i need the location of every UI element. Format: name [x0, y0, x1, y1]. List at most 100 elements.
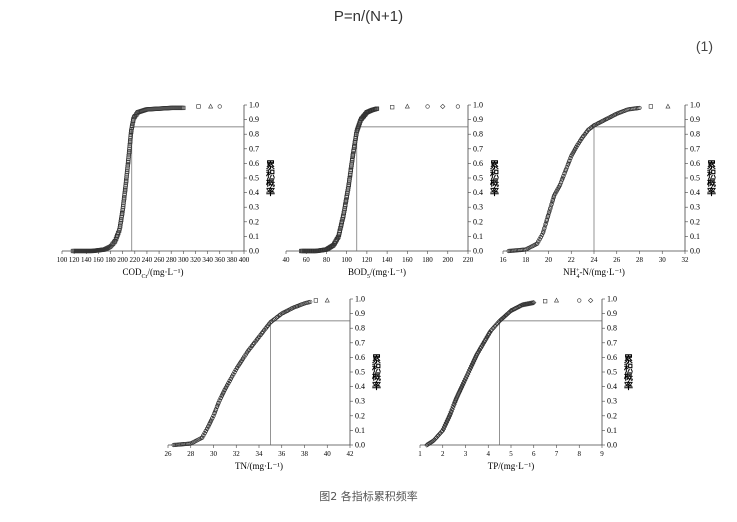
x-tick: 4: [487, 445, 491, 458]
data-point: [227, 378, 232, 383]
y-tick-label: 0.5: [690, 174, 700, 183]
data-point: [120, 208, 125, 213]
data-point: [355, 127, 360, 132]
data-point: [289, 306, 294, 311]
x-tick-label: 40: [324, 450, 332, 458]
data-point: [342, 204, 348, 209]
data-point: [210, 415, 215, 421]
data-point: [230, 374, 235, 379]
x-tick: 34: [256, 445, 263, 458]
data-point: [346, 184, 351, 189]
y-tick: 0.5: [685, 174, 700, 183]
data-point: [560, 175, 565, 181]
data-point: [548, 204, 554, 209]
y-tick: 0.5: [468, 174, 483, 183]
y-tick: 0.4: [685, 188, 700, 197]
data-point: [219, 393, 224, 399]
x-tick: 40: [283, 251, 290, 264]
data-point: [124, 175, 129, 181]
x-tick-label: 4: [487, 450, 491, 458]
data-point: [231, 372, 236, 377]
data-point: [543, 221, 548, 227]
outlier-point: [543, 299, 548, 304]
x-tick: 220: [463, 251, 474, 264]
data-point: [221, 389, 226, 394]
data-point: [128, 129, 134, 135]
data-point: [181, 105, 186, 111]
data-point: [212, 411, 217, 416]
x-tick-label: 18: [522, 256, 530, 264]
data-point: [589, 125, 594, 130]
data-point: [213, 407, 219, 412]
data-point: [485, 332, 492, 338]
data-point: [233, 367, 238, 372]
data-point: [337, 230, 342, 235]
equation-number: (1): [695, 38, 713, 54]
x-tick-label: 7: [555, 450, 559, 458]
x-tick: 26: [165, 445, 172, 458]
x-axis-label-main: BOD: [348, 267, 368, 277]
y-tick-label: 1.0: [473, 101, 483, 110]
y-tick-label: 0.5: [355, 368, 365, 377]
x-tick-label: 320: [190, 256, 201, 264]
x-tick-label: 220: [130, 256, 141, 264]
y-tick: 0.6: [350, 353, 365, 362]
data-series: [70, 103, 222, 254]
data-point: [124, 171, 130, 176]
y-tick-label: 0.9: [473, 115, 483, 124]
x-tick-label: 42: [347, 450, 355, 458]
x-tick: 320: [190, 251, 201, 264]
data-point: [204, 426, 210, 432]
data-point: [578, 138, 583, 143]
y-tick: 0.9: [350, 309, 365, 318]
data-point: [121, 204, 126, 209]
y-tick-label: 0.1: [249, 232, 259, 241]
data-point: [542, 224, 548, 229]
data-point: [536, 239, 541, 244]
data-point: [480, 340, 486, 347]
data-point: [484, 334, 490, 340]
y-tick: 0.0: [685, 247, 700, 256]
data-point: [121, 199, 126, 205]
x-tick-label: 120: [362, 256, 373, 264]
y-tick: 0.5: [350, 368, 365, 377]
x-tick-label: 30: [659, 256, 667, 264]
x-axis-label-sub: 4: [576, 274, 579, 280]
y-tick: 0.0: [244, 247, 259, 256]
data-point: [538, 235, 543, 240]
data-point: [125, 162, 130, 167]
data-point: [269, 319, 274, 324]
data-point: [128, 138, 133, 143]
data-point: [129, 127, 134, 132]
data-point: [135, 110, 140, 115]
y-tick: 0.3: [244, 203, 259, 212]
data-point: [277, 312, 282, 318]
x-tick: 360: [214, 251, 225, 264]
data-point: [341, 210, 346, 216]
data-point: [516, 303, 523, 309]
y-tick-label: 1.0: [249, 101, 259, 110]
x-tick-label: 22: [568, 256, 576, 264]
y-tick: 1.0: [602, 295, 617, 304]
y-tick: 0.6: [685, 159, 700, 168]
x-tick: 2: [441, 445, 445, 458]
y-tick-label: 0.8: [690, 130, 700, 139]
y-tick-label: 0.6: [473, 159, 483, 168]
data-point: [586, 127, 591, 132]
data-point: [564, 167, 569, 172]
data-point: [465, 371, 471, 377]
data-point: [518, 302, 524, 309]
outlier-point: [196, 104, 201, 109]
y-tick: 0.9: [244, 115, 259, 124]
data-point: [125, 167, 130, 172]
x-tick-label: 9: [600, 450, 604, 458]
x-tick: 32: [233, 445, 240, 458]
data-point: [122, 189, 128, 194]
data-point: [546, 213, 551, 218]
x-axis-label-sub: Cr: [142, 274, 148, 280]
data-point: [571, 149, 576, 154]
data-point: [121, 202, 126, 207]
data-point: [308, 299, 313, 305]
y-tick: 0.8: [468, 130, 483, 139]
x-axis-label-unit: /(mg·L⁻¹): [498, 461, 534, 471]
